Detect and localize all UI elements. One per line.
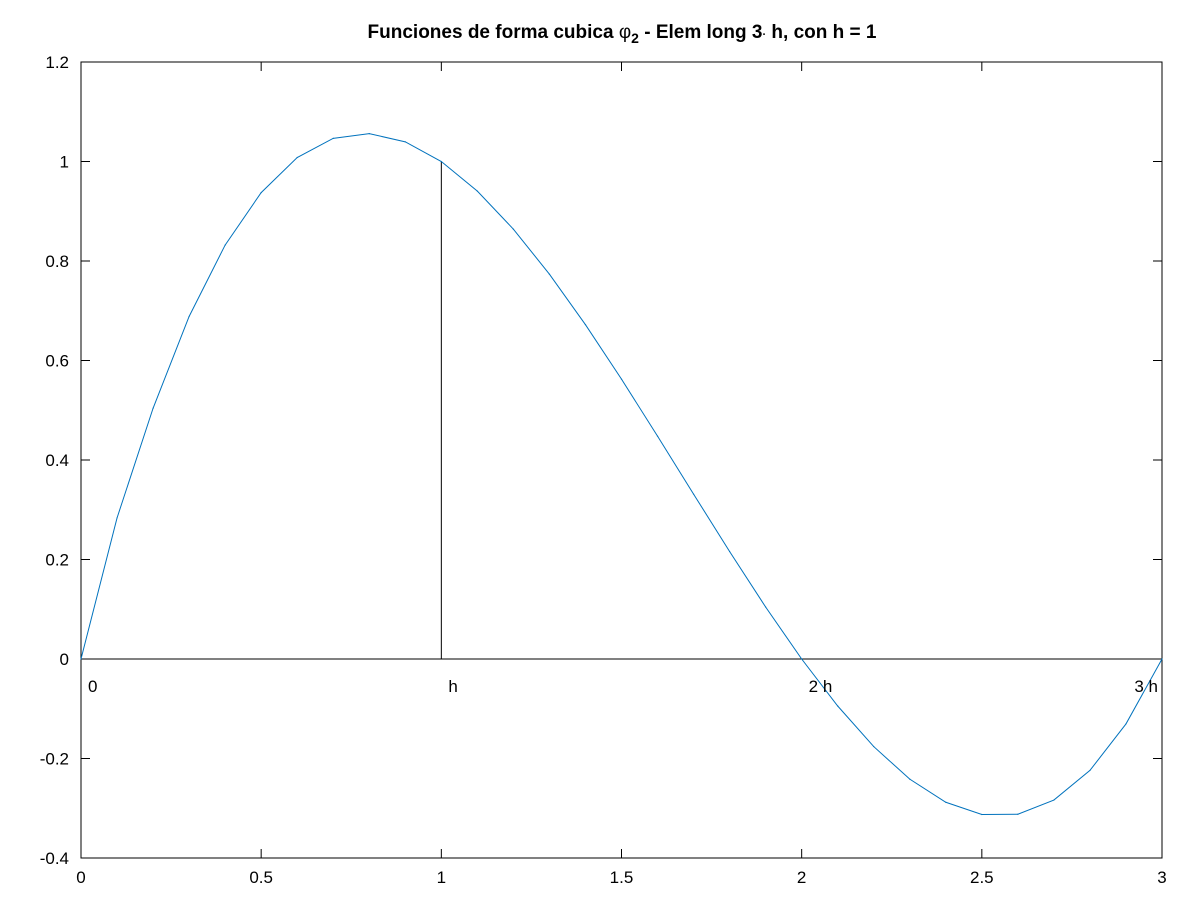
y-tick-label: 0 [60,650,69,669]
node-label: h [448,677,457,696]
data-point [332,137,334,139]
data-point [224,244,226,246]
data-point [512,228,515,230]
data-point [404,141,406,143]
x-tick-label: 0.5 [249,868,273,887]
data-point [1089,769,1091,772]
data-point [981,813,983,816]
node-label: 0 [88,677,97,696]
data-point [116,517,118,519]
plot-area: 0 0.5 1 1.5 2 2.5 3 -0.4 -0.2 0 0.2 0.4 0.6 0.8 1 1.2 0 h… [40,53,1167,887]
data-point [909,778,911,780]
x-tick-label: 2.5 [970,868,994,887]
x-tick-label: 1 [437,868,446,887]
data-point [656,435,659,437]
x-tick-label: 1.5 [610,868,634,887]
data-point [476,190,478,192]
data-point [188,315,190,318]
data-point [765,606,767,608]
chart-title: Funciones de forma cubica φ2 - Elem long… [368,22,877,46]
y-tick-label: -0.2 [40,750,69,769]
x-tick-label: 3 [1157,868,1166,887]
y-tick-label: 0.6 [45,352,69,371]
y-tick-label: 0.8 [45,252,69,271]
y-tick-label: 0.2 [45,551,69,570]
data-point [260,191,262,194]
x-tick-label: 2 [797,868,806,887]
data-point [692,493,695,495]
node-label: 3 h [1134,677,1158,696]
data-point [1017,813,1019,815]
node-label: 2 h [809,677,833,696]
data-point [440,160,442,163]
data-point [296,156,298,159]
y-tick-label: 0.4 [45,451,69,470]
series-line-phi2 [80,133,1163,815]
data-point [873,745,875,748]
x-tick-label: 0 [76,868,85,887]
data-point [152,407,154,409]
data-point [620,378,623,380]
data-point [1053,799,1055,801]
data-point [368,133,370,135]
y-tick-label: 1.2 [45,53,69,72]
axes-box [80,61,1163,859]
data-point [548,273,551,275]
y-tick-label: -0.4 [40,849,69,868]
data-point [801,658,803,660]
data-point [584,324,587,326]
data-point [80,658,82,660]
data-point [729,550,731,553]
y-tick-label: 1 [60,153,69,172]
data-point [837,705,839,707]
data-point [945,801,947,803]
data-point [1161,658,1163,660]
data-point [1125,723,1127,725]
